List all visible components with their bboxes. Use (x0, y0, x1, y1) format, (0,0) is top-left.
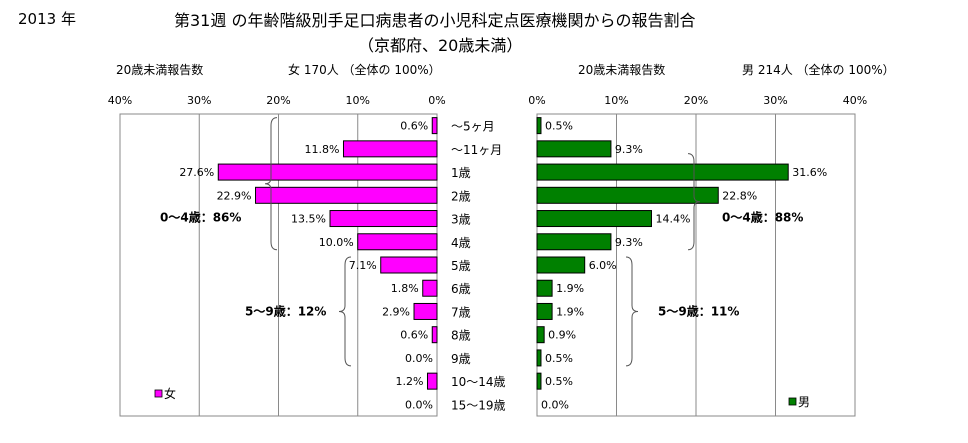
female-legend-swatch (154, 389, 163, 398)
male-bar (536, 302, 553, 320)
male-bar (536, 186, 719, 204)
age-category-label: 〜5ヶ月 (451, 120, 495, 134)
male-5-9-brace (625, 256, 639, 367)
left-x-tick-label: 0% (428, 94, 445, 107)
female-bar (380, 256, 438, 274)
male-bar-label: 14.4% (655, 213, 690, 226)
chart-title: 第31週 の年齢階級別手足口病患者の小児科定点医療機関からの報告割合 (174, 11, 696, 30)
male-bar-label: 0.0% (541, 398, 569, 411)
female-bar-label: 1.8% (391, 282, 419, 295)
year-label: 2013 年 (18, 10, 76, 28)
female-bar-label: 0.0% (405, 352, 433, 365)
male-0-4-annotation: 0〜4歳：88% (722, 210, 803, 225)
female-bar (431, 326, 438, 344)
left-count-label: 20歳未満報告数 (116, 63, 204, 77)
male-bar (536, 117, 542, 135)
female-0-4-annotation: 0〜4歳：86% (160, 210, 241, 225)
right-x-tick-label: 20% (684, 94, 708, 107)
age-category-label: 3歳 (451, 213, 471, 227)
left-x-tick-label: 30% (187, 94, 211, 107)
female-0-4-brace (264, 117, 278, 251)
age-category-label: 10〜14歳 (451, 375, 506, 389)
male-bar (536, 326, 545, 344)
right-x-tick-label: 10% (604, 94, 628, 107)
male-bar-label: 0.5% (545, 352, 573, 365)
male-bar (536, 256, 586, 274)
male-5-9-annotation: 5〜9歳：11% (658, 303, 739, 318)
right-x-tick-label: 0% (528, 94, 545, 107)
male-bar-label: 22.8% (722, 189, 757, 202)
male-bar-label: 9.3% (615, 143, 643, 156)
male-bar-label: 0.9% (548, 329, 576, 342)
male-bar-label: 0.5% (545, 120, 573, 133)
female-5-9-brace (338, 256, 352, 367)
male-bar (536, 279, 553, 297)
female-legend-label: 女 (164, 386, 176, 401)
right-count-label: 20歳未満報告数 (578, 63, 666, 77)
male-legend-label: 男 (798, 395, 810, 409)
female-bar-label: 0.6% (400, 120, 428, 133)
female-bar-label: 27.6% (179, 166, 214, 179)
female-5-9-annotation: 5〜9歳：12% (245, 303, 326, 318)
female-bar-label: 0.0% (405, 398, 433, 411)
male-bar (536, 210, 652, 228)
female-bar (217, 163, 438, 181)
female-bar-label: 11.8% (305, 143, 340, 156)
left-x-tick-label: 20% (266, 94, 290, 107)
female-bar-label: 1.2% (396, 375, 424, 388)
male-bar (536, 163, 789, 181)
male-bar (536, 233, 612, 251)
male-bar-label: 1.9% (556, 282, 584, 295)
age-category-label: 2歳 (451, 189, 471, 203)
female-bar (413, 302, 438, 320)
male-bar-label: 6.0% (589, 259, 617, 272)
age-category-label: 4歳 (451, 236, 471, 250)
male-legend-swatch (788, 397, 797, 406)
age-category-label: 6歳 (451, 282, 471, 296)
female-bar (431, 117, 438, 135)
right-count-value: 男 214人 （全体の 100%） (742, 63, 895, 77)
male-bar (536, 372, 542, 390)
female-bar-label: 0.6% (400, 329, 428, 342)
female-bar (255, 186, 438, 204)
female-bar (342, 140, 438, 158)
female-bar (329, 210, 438, 228)
age-category-label: 5歳 (451, 259, 471, 273)
female-bar-label: 22.9% (217, 189, 252, 202)
female-bar (422, 279, 438, 297)
chart-subtitle: （京都府、20歳未満） (358, 36, 523, 55)
right-x-tick-label: 30% (763, 94, 787, 107)
age-category-label: 〜11ヶ月 (451, 143, 502, 157)
female-bar-label: 2.9% (382, 305, 410, 318)
age-category-label: 7歳 (451, 305, 471, 319)
right-x-tick-label: 40% (843, 94, 867, 107)
age-category-label: 8歳 (451, 329, 471, 343)
male-bar-label: 1.9% (556, 305, 584, 318)
male-bar (536, 349, 542, 367)
female-bar (357, 233, 438, 251)
male-bar-label: 9.3% (615, 236, 643, 249)
left-x-tick-label: 10% (346, 94, 370, 107)
left-x-tick-label: 40% (108, 94, 132, 107)
male-0-4-brace (687, 153, 701, 251)
male-bar-label: 31.6% (792, 166, 827, 179)
left-count-value: 女 170人 （全体の 100%） (288, 63, 441, 77)
female-bar-label: 13.5% (291, 213, 326, 226)
male-bar (536, 140, 612, 158)
female-bar (426, 372, 438, 390)
female-bar-label: 10.0% (319, 236, 354, 249)
age-category-label: 9歳 (451, 352, 471, 366)
male-bar-label: 0.5% (545, 375, 573, 388)
age-category-label: 1歳 (451, 166, 471, 180)
female-bar-label: 7.1% (349, 259, 377, 272)
age-category-label: 15〜19歳 (451, 398, 506, 412)
